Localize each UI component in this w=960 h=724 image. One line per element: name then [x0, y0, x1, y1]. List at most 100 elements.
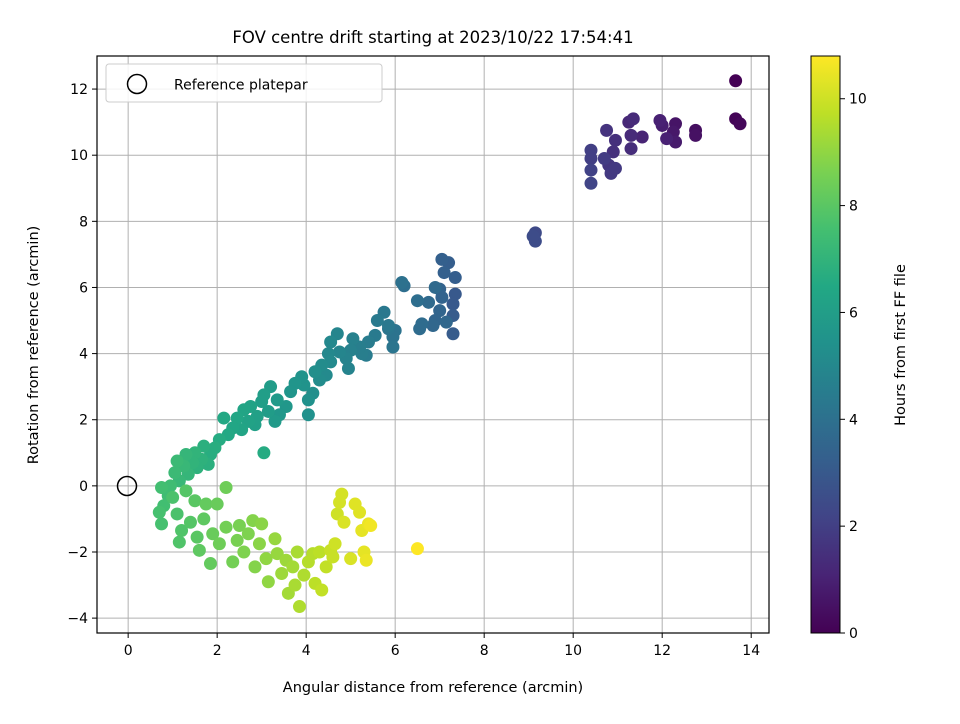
legend: Reference platepar	[105, 63, 383, 103]
data-point	[270, 393, 284, 407]
y-tick-label: 10	[70, 148, 88, 164]
legend-box	[105, 63, 383, 103]
data-point	[301, 408, 315, 422]
chart-title: FOV centre drift starting at 2023/10/22 …	[232, 28, 633, 47]
data-point	[152, 505, 166, 519]
data-point	[255, 395, 269, 409]
data-point	[286, 560, 300, 574]
data-point	[381, 318, 395, 332]
x-tick-label: 0	[124, 643, 133, 659]
y-tick-label: 6	[79, 280, 88, 296]
colorbar	[810, 55, 841, 634]
colorbar-tick-label: 2	[849, 519, 858, 535]
data-point	[219, 520, 233, 534]
data-point	[437, 266, 451, 280]
data-point	[219, 481, 233, 495]
colorbar-tick-label: 10	[849, 92, 867, 108]
data-point	[364, 519, 378, 533]
data-point	[248, 560, 262, 574]
data-point	[428, 280, 442, 294]
x-tick-label: 8	[480, 643, 489, 659]
y-tick-label: 8	[79, 214, 88, 230]
data-point	[297, 568, 311, 582]
data-point	[261, 575, 275, 589]
data-point	[230, 411, 244, 425]
data-point	[446, 297, 460, 311]
legend-reference-label: Reference platepar	[174, 78, 308, 94]
data-point	[422, 295, 436, 309]
data-point	[179, 484, 193, 498]
data-point	[166, 490, 180, 504]
data-point	[292, 600, 306, 614]
data-point	[257, 446, 271, 460]
legend-reference-marker	[126, 73, 148, 95]
y-tick-label: −4	[67, 611, 88, 627]
data-point	[170, 454, 184, 468]
data-point	[259, 552, 273, 566]
data-point	[288, 578, 302, 592]
data-point	[230, 533, 244, 547]
colorbar-tick-label: 6	[849, 305, 858, 321]
data-point	[337, 515, 351, 529]
data-point	[290, 545, 304, 559]
data-point	[439, 315, 453, 329]
data-point	[433, 304, 447, 318]
data-point	[608, 161, 622, 175]
y-tick-label: 12	[70, 82, 88, 98]
data-point	[203, 557, 217, 571]
x-tick-label: 14	[742, 643, 760, 659]
plot-frame	[96, 55, 770, 634]
y-tick-label: 2	[79, 413, 88, 429]
data-point	[608, 133, 622, 147]
x-tick-label: 12	[653, 643, 671, 659]
data-point	[344, 552, 358, 566]
data-point	[175, 523, 189, 537]
data-point	[346, 332, 360, 346]
data-point	[584, 176, 598, 190]
colorbar-tick-label: 0	[849, 626, 858, 642]
x-axis-ticks: 0 2 4 6 8 10 12 14	[124, 633, 760, 659]
data-point	[653, 113, 667, 127]
data-point	[301, 393, 315, 407]
data-point	[183, 515, 197, 529]
data-point	[226, 555, 240, 569]
data-point	[197, 512, 211, 526]
data-point	[308, 365, 322, 379]
data-point	[199, 497, 213, 511]
data-point	[212, 537, 226, 551]
data-point	[729, 74, 743, 88]
data-point	[328, 537, 342, 551]
data-point	[413, 322, 427, 336]
x-tick-label: 4	[302, 643, 311, 659]
data-point	[188, 494, 202, 508]
x-tick-label: 6	[391, 643, 400, 659]
data-point	[606, 145, 620, 159]
data-point	[410, 542, 424, 556]
data-point	[635, 130, 649, 144]
data-point	[689, 128, 703, 142]
colorbar-tick-label: 4	[849, 412, 858, 428]
data-point	[192, 543, 206, 557]
data-point	[284, 385, 298, 399]
data-point	[435, 290, 449, 304]
data-point	[319, 560, 333, 574]
data-point	[155, 517, 169, 531]
y-tick-label: 4	[79, 347, 88, 363]
data-point	[626, 112, 640, 126]
data-point	[170, 507, 184, 521]
data-point	[237, 545, 251, 559]
data-point	[584, 163, 598, 177]
data-point	[315, 583, 329, 597]
data-point	[324, 335, 338, 349]
data-point	[446, 327, 460, 341]
data-point	[600, 123, 614, 137]
colorbar-ticks: 0 2 4 6 8 10	[840, 92, 867, 642]
y-tick-label: −2	[67, 545, 88, 561]
data-point	[435, 252, 449, 266]
data-point	[261, 404, 275, 418]
data-point	[326, 550, 340, 564]
data-point	[268, 414, 282, 428]
data-point	[232, 519, 246, 533]
